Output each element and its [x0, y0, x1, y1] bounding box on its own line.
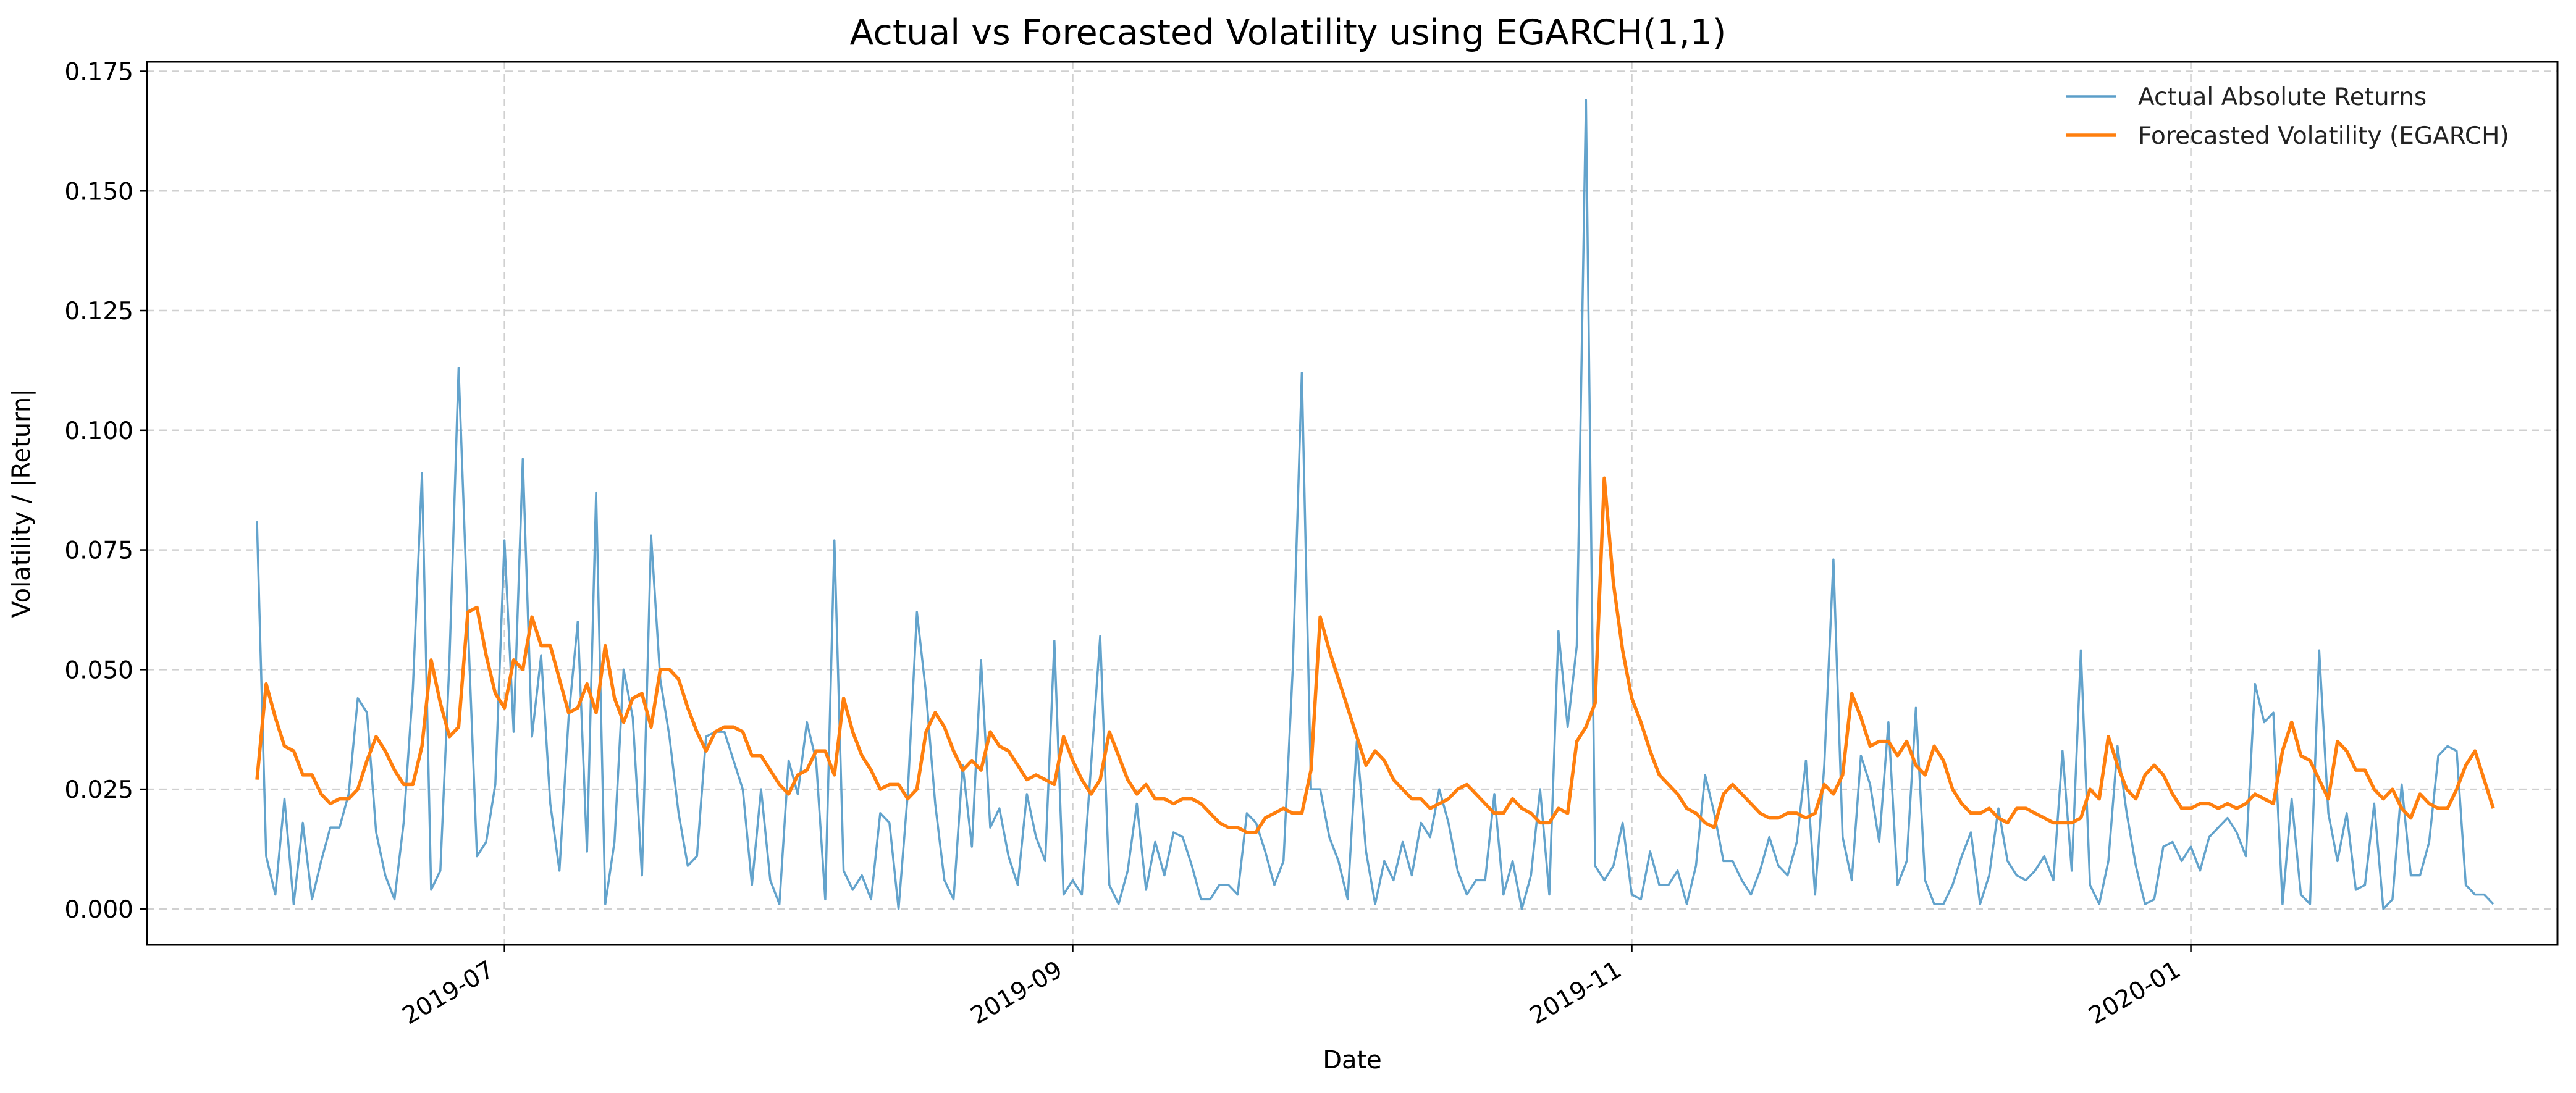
y-tick-label: 0.150 [64, 178, 133, 206]
series-layer [255, 99, 2495, 910]
y-axis-label: Volatility / |Return| [7, 388, 36, 618]
x-tick-label: 2019-11 [1525, 956, 1627, 1030]
plot-frame [146, 61, 2559, 946]
x-tick-label: 2020-01 [2084, 956, 2186, 1030]
y-tick-label: 0.025 [64, 776, 133, 804]
legend-label: Forecasted Volatility (EGARCH) [2138, 122, 2509, 150]
x-tick-label: 2019-07 [398, 956, 499, 1030]
legend: Actual Absolute Returns Forecasted Volati… [2066, 83, 2509, 150]
y-tick-label: 0.075 [64, 537, 133, 565]
y-tick-label: 0.100 [64, 417, 133, 445]
y-tick-label: 0.125 [64, 298, 133, 325]
x-tick-label: 2019-09 [966, 956, 1067, 1030]
y-tick-label: 0.050 [64, 656, 133, 684]
series-line-1 [256, 99, 2494, 910]
y-tick-label: 0.175 [64, 59, 133, 86]
legend-label: Actual Absolute Returns [2138, 83, 2427, 111]
y-tick-label: 0.000 [64, 896, 133, 924]
series-line-2 [255, 476, 2495, 834]
x-axis-label: Date [1323, 1046, 1382, 1074]
chart-title: Actual vs Forecasted Volatility using EG… [850, 12, 1727, 53]
tick-layer: 0.000 0.025 0.050 0.075 0.100 0.125 0.150 0.175… [64, 59, 2192, 1030]
